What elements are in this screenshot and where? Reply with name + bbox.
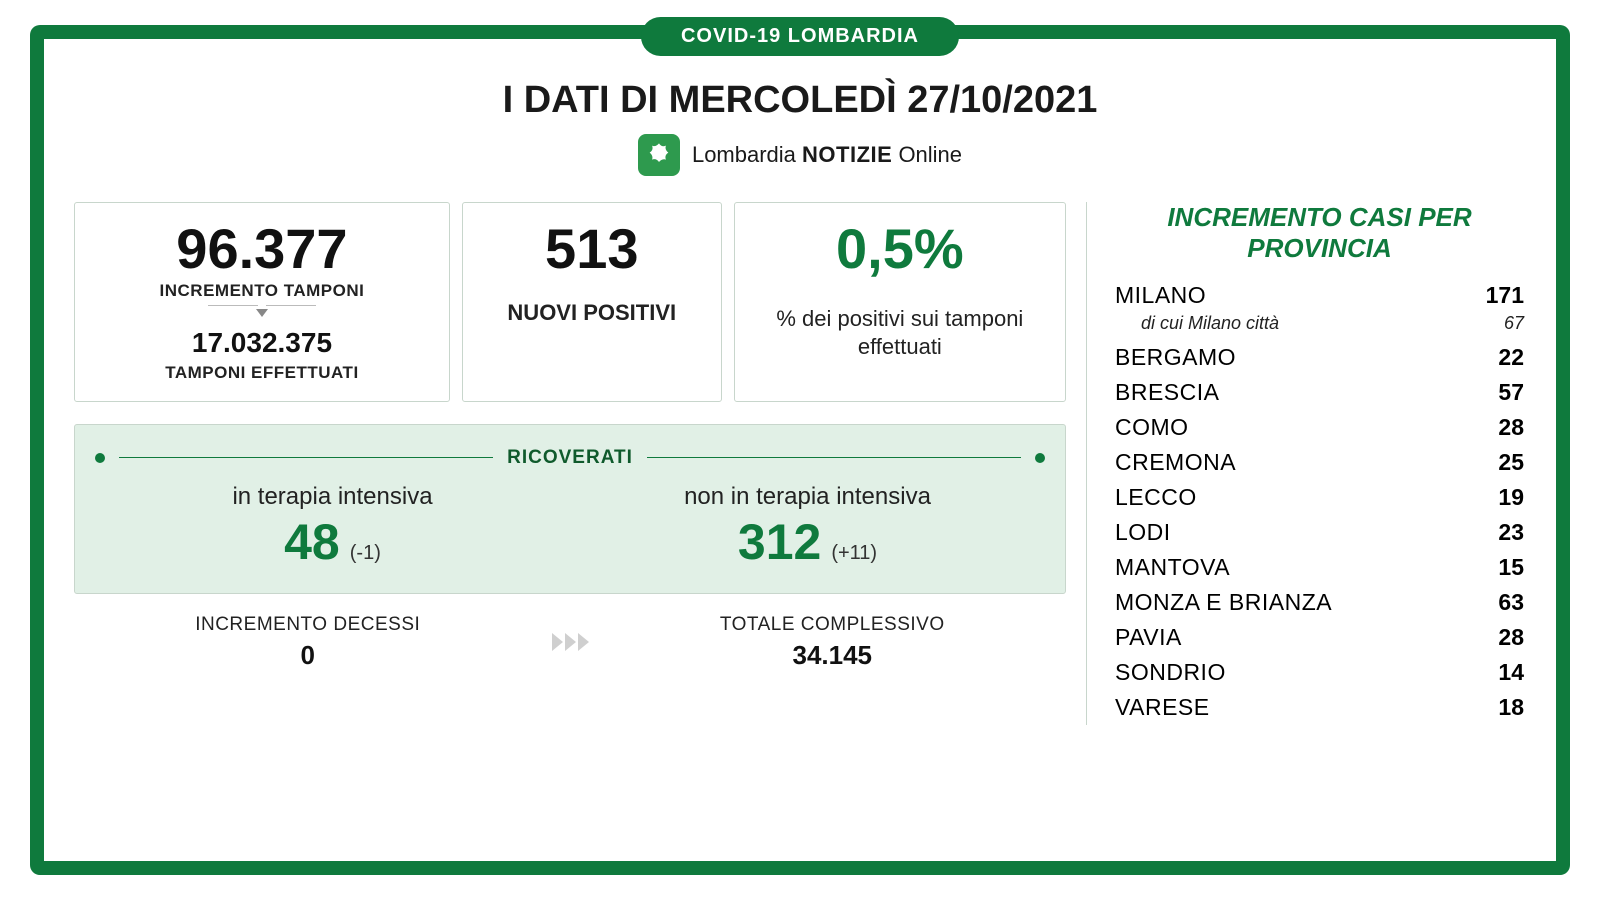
totale-complessivo-col: TOTALE COMPLESSIVO 34.145: [599, 614, 1067, 671]
arrow-down-icon: [256, 309, 268, 317]
non-terapia-intensiva-col: non in terapia intensiva 312 (+11): [570, 483, 1045, 567]
province-row: MANTOVA 15: [1113, 550, 1526, 585]
dot-icon: [1035, 453, 1045, 463]
positivi-box: 513 NUOVI POSITIVI: [462, 202, 722, 402]
totale-tamponi-label: TAMPONI EFFETTUATI: [165, 363, 358, 383]
province-name: COMO: [1115, 414, 1189, 441]
terapia-intensiva-label: in terapia intensiva: [95, 483, 570, 511]
province-name: MONZA E BRIANZA: [1115, 589, 1332, 616]
ricoverati-box: RICOVERATI in terapia intensiva 48 (-1) …: [74, 424, 1066, 594]
percentuale-label: % dei positivi sui tamponi effettuati: [755, 305, 1045, 362]
lombardia-logo-icon: [638, 134, 680, 176]
province-title: INCREMENTO CASI PER PROVINCIA: [1113, 202, 1526, 264]
province-sub-name: di cui Milano città: [1141, 313, 1279, 334]
province-row: BERGAMO 22: [1113, 340, 1526, 375]
dot-icon: [95, 453, 105, 463]
province-row: BRESCIA 57: [1113, 375, 1526, 410]
province-value: 25: [1498, 449, 1524, 476]
province-name: MILANO: [1115, 282, 1206, 309]
percentuale-value: 0,5%: [836, 221, 964, 277]
province-value: 57: [1498, 379, 1524, 406]
header-badge: COVID-19 LOMBARDIA: [641, 17, 959, 56]
province-value: 171: [1486, 282, 1524, 309]
province-name: PAVIA: [1115, 624, 1182, 651]
province-value: 18: [1498, 694, 1524, 721]
province-name: BRESCIA: [1115, 379, 1219, 406]
province-name: CREMONA: [1115, 449, 1236, 476]
province-list: MILANO171di cui Milano città67BERGAMO22B…: [1113, 278, 1526, 725]
incremento-tamponi-value: 96.377: [176, 221, 347, 277]
non-terapia-intensiva-label: non in terapia intensiva: [570, 483, 1045, 511]
province-name: MANTOVA: [1115, 554, 1230, 581]
incremento-tamponi-label: INCREMENTO TAMPONI: [160, 281, 365, 301]
percentuale-box: 0,5% % dei positivi sui tamponi effettua…: [734, 202, 1066, 402]
tamponi-box: 96.377 INCREMENTO TAMPONI 17.032.375 TAM…: [74, 202, 450, 402]
province-name: LECCO: [1115, 484, 1197, 511]
province-column: INCREMENTO CASI PER PROVINCIA MILANO 171 d…: [1086, 202, 1526, 725]
totale-tamponi-value: 17.032.375: [192, 327, 332, 359]
province-row: MONZA E BRIANZA 63: [1113, 585, 1526, 620]
province-row: PAVIA 28: [1113, 620, 1526, 655]
province-sub-value: 67: [1504, 313, 1524, 334]
province-row: VARESE 18: [1113, 690, 1526, 725]
province-row: SONDRIO 14: [1113, 655, 1526, 690]
province-value: 28: [1498, 624, 1524, 651]
nuovi-positivi-label: NUOVI POSITIVI: [507, 299, 676, 328]
decessi-label: INCREMENTO DECESSI: [74, 614, 542, 636]
chevron-right-icon: [542, 633, 599, 651]
province-value: 14: [1498, 659, 1524, 686]
decessi-value: 0: [74, 640, 542, 671]
terapia-intensiva-col: in terapia intensiva 48 (-1): [95, 483, 570, 567]
bottom-row: INCREMENTO DECESSI 0 TOTALE COMPLESSIVO …: [74, 614, 1066, 671]
province-name: VARESE: [1115, 694, 1210, 721]
province-value: 15: [1498, 554, 1524, 581]
divider-line: [119, 457, 493, 458]
brand-row: Lombardia NOTIZIE Online: [74, 134, 1526, 176]
brand-name: Lombardia: [692, 142, 796, 167]
province-value: 23: [1498, 519, 1524, 546]
non-terapia-intensiva-value: 312: [738, 517, 821, 567]
totale-complessivo-label: TOTALE COMPLESSIVO: [599, 614, 1067, 636]
decessi-col: INCREMENTO DECESSI 0: [74, 614, 542, 671]
brand-online: Online: [898, 142, 962, 167]
terapia-intensiva-value: 48: [284, 517, 340, 567]
province-name: SONDRIO: [1115, 659, 1226, 686]
province-value: 28: [1498, 414, 1524, 441]
province-value: 63: [1498, 589, 1524, 616]
dashboard-frame: COVID-19 LOMBARDIA I DATI DI MERCOLEDÌ 2…: [30, 25, 1570, 875]
non-terapia-intensiva-delta: (+11): [831, 543, 877, 563]
terapia-intensiva-delta: (-1): [350, 543, 381, 563]
divider-line: [647, 457, 1021, 458]
brand-text: Lombardia NOTIZIE Online: [692, 142, 962, 168]
brand-notizie: NOTIZIE: [802, 142, 892, 167]
totale-complessivo-value: 34.145: [599, 640, 1067, 671]
province-row: LODI 23: [1113, 515, 1526, 550]
left-column: 96.377 INCREMENTO TAMPONI 17.032.375 TAM…: [74, 202, 1066, 725]
province-row: LECCO 19: [1113, 480, 1526, 515]
province-value: 19: [1498, 484, 1524, 511]
province-subrow: di cui Milano città 67: [1113, 313, 1526, 340]
province-row: CREMONA 25: [1113, 445, 1526, 480]
province-row: MILANO 171: [1113, 278, 1526, 313]
province-name: BERGAMO: [1115, 344, 1236, 371]
province-row: COMO 28: [1113, 410, 1526, 445]
province-name: LODI: [1115, 519, 1171, 546]
ricoverati-title: RICOVERATI: [507, 447, 633, 469]
nuovi-positivi-value: 513: [545, 221, 638, 277]
page-title: I DATI DI MERCOLEDÌ 27/10/2021: [74, 79, 1526, 122]
province-value: 22: [1498, 344, 1524, 371]
